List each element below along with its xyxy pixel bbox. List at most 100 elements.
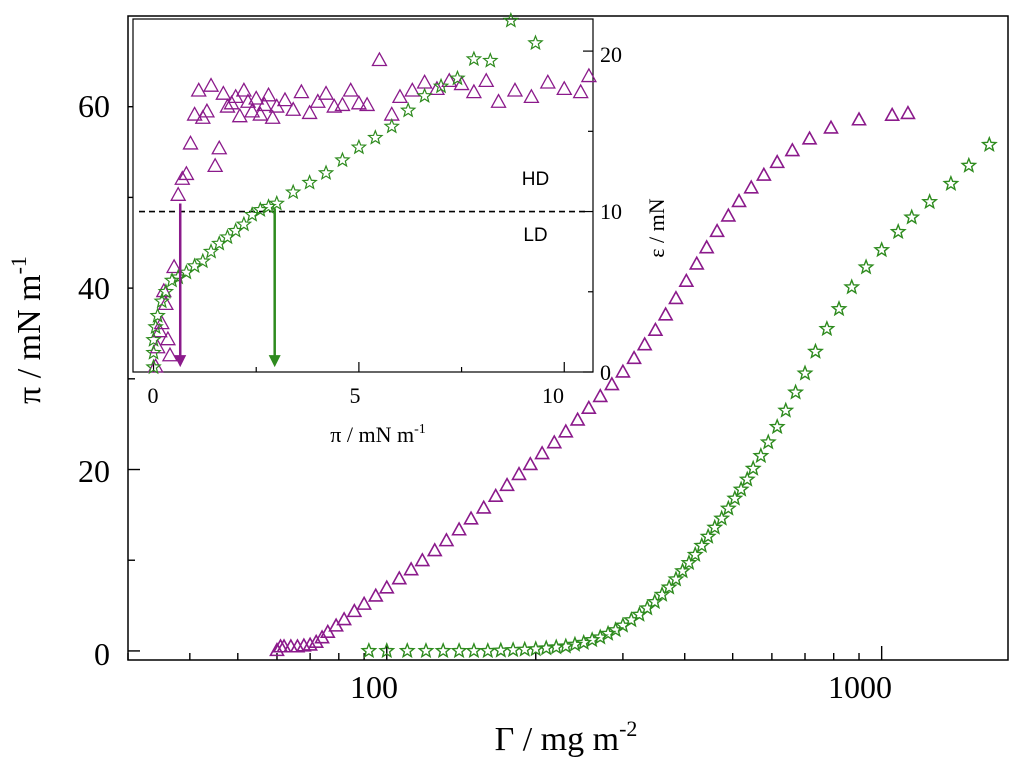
inset-triangle-point: [556, 80, 573, 96]
inset-triangle-point: [219, 98, 236, 113]
inset-triangle-point: [371, 51, 388, 67]
inset-star-point: [383, 117, 400, 134]
inset-triangle-point: [359, 96, 376, 112]
main-plot-series: [269, 105, 998, 659]
main-star-point: [787, 383, 805, 400]
main-triangle-point: [615, 363, 631, 378]
inset-star-point: [147, 318, 164, 335]
inset-star-point: [145, 331, 162, 347]
main-triangle-point: [604, 376, 620, 391]
inset-triangle-point: [215, 85, 232, 100]
main-star-point: [843, 278, 861, 295]
inset-triangle-point: [211, 139, 228, 155]
inset-star-point: [465, 50, 483, 67]
inset-x-tick-label: 0: [148, 383, 159, 408]
inset-triangle-point: [235, 82, 252, 97]
inset-triangle-point: [202, 77, 220, 92]
main-star-point: [796, 364, 814, 381]
main-series-triangles: [269, 105, 916, 657]
main-star-point: [942, 174, 960, 192]
inset-triangle-point: [276, 91, 294, 107]
main-star-point: [726, 489, 744, 506]
main-star-point: [889, 222, 907, 240]
main-star-point: [537, 639, 555, 656]
inset-star-point: [157, 283, 175, 299]
inset-triangle-point: [523, 88, 540, 104]
main-y-axis-title: π / mN m-1: [6, 256, 48, 404]
main-triangle-point: [403, 561, 419, 576]
inset-triangle-point: [170, 186, 187, 201]
main-triangle-point: [475, 499, 492, 514]
inset-triangle-point: [182, 135, 199, 150]
inset-triangle-point: [207, 157, 224, 173]
main-triangle-point: [823, 119, 839, 134]
main-triangle-point: [378, 579, 395, 594]
inset-triangle-point: [580, 67, 597, 83]
inset-star-point: [235, 215, 253, 232]
main-star-point: [818, 319, 836, 337]
main-triangle-point: [438, 532, 455, 547]
main-triangle-point: [626, 349, 642, 365]
main-star-point: [857, 258, 875, 275]
inset-triangle-point: [260, 86, 277, 102]
main-triangle-point: [463, 510, 479, 525]
inset-triangle-point: [309, 93, 326, 108]
main-series-stars: [360, 135, 998, 659]
inset-triangle-point: [178, 165, 195, 181]
inset-triangle-point: [506, 82, 524, 97]
main-triangle-point: [569, 411, 586, 426]
main-star-point: [699, 527, 717, 544]
inset-triangle-point: [256, 96, 273, 112]
inset-triangle-point: [186, 106, 203, 121]
main-star-point: [752, 446, 770, 464]
inset-triangle-point: [190, 82, 207, 97]
inset-triangle-point: [490, 93, 507, 108]
main-triangle-point: [801, 130, 818, 145]
main-star-point: [674, 562, 692, 579]
inset-star-point: [301, 173, 318, 190]
inset-triangle-point: [231, 107, 248, 123]
main-triangle-point: [580, 399, 597, 414]
main-triangle-point: [391, 570, 408, 585]
main-triangle-point: [522, 456, 539, 471]
main-y-tick-label: 20: [78, 453, 110, 489]
inset-star-point: [334, 151, 351, 168]
main-triangle-point: [720, 207, 737, 222]
inset-triangle-point: [165, 258, 183, 274]
main-star-point: [360, 641, 378, 659]
main-triangle-point: [511, 466, 527, 481]
inset-triangle-point: [252, 106, 269, 121]
inset-triangle-point: [161, 346, 179, 362]
inset-star-point: [163, 271, 181, 288]
inset-triangle-point: [153, 314, 170, 330]
inset-plot-frame: [132, 18, 594, 373]
main-star-point: [547, 638, 565, 655]
main-star-point: [693, 536, 711, 553]
main-y-tick-label: 40: [78, 270, 110, 306]
main-star-point: [607, 621, 625, 638]
main-triangle-point: [900, 105, 916, 120]
main-triangle-point: [755, 166, 772, 181]
inset-annotation-ld: LD: [523, 225, 547, 246]
inset-triangle-point: [157, 295, 174, 311]
inset-triangle-point: [441, 72, 458, 88]
main-plot-frame: [127, 15, 1009, 661]
main-triangle-point: [636, 336, 653, 351]
main-star-point: [777, 401, 795, 418]
main-triangle-point: [346, 603, 363, 618]
main-star-point: [527, 640, 545, 657]
inset-triangle-point: [317, 85, 335, 100]
inset-series-triangles: [147, 51, 597, 373]
main-triangle-point: [499, 476, 515, 492]
main-star-point: [434, 641, 452, 659]
main-triangle-point: [678, 272, 695, 288]
inset-star-point: [416, 87, 433, 104]
inset-triangle-point: [428, 80, 446, 96]
main-x-tick-label: 1000: [828, 669, 892, 705]
main-triangle-point: [367, 587, 384, 602]
inset-annotation-hd: HD: [522, 169, 549, 190]
main-star-point: [465, 641, 483, 659]
inset-x-axis-title: π / mN m-1: [330, 422, 426, 447]
main-star-point: [417, 641, 435, 659]
main-triangle-point: [668, 290, 684, 305]
